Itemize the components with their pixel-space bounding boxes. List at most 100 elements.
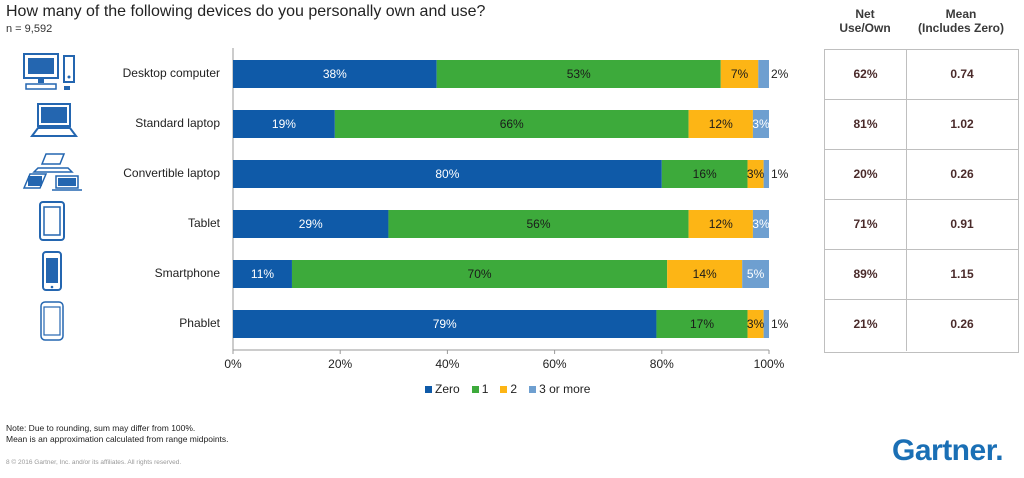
data-label: 3% (752, 117, 770, 131)
category-label: Convertible laptop (123, 166, 220, 180)
legend-item: Zero (425, 382, 460, 396)
legend-label: Zero (435, 382, 460, 396)
sample-size: n = 9,592 (6, 23, 53, 35)
legend-swatch (529, 385, 537, 393)
tablet-icon (20, 200, 90, 244)
legend-item: 1 (471, 382, 489, 396)
bar-segment-zero (233, 310, 657, 338)
footnote-mean: Mean is an approximation calculated from… (6, 434, 229, 444)
category-label: Smartphone (154, 266, 220, 280)
data-label: 53% (567, 67, 591, 81)
bar-segment-3-or-more (763, 160, 769, 188)
legend-label: 1 (481, 382, 489, 396)
bar-segment-1 (656, 310, 748, 338)
legend: Zero 1 2 3 or more (425, 382, 590, 396)
data-label: 70% (468, 267, 492, 281)
chart-title: How many of the following devices do you… (6, 3, 486, 20)
data-label: 3% (747, 167, 765, 181)
bar-segment-3-or-more (758, 60, 769, 88)
data-label: 38% (323, 67, 347, 81)
legend-label: 2 (510, 382, 518, 396)
data-label: 19% (272, 117, 296, 131)
bar-segment-1 (388, 210, 689, 238)
legend-swatch (500, 385, 508, 393)
x-tick-label: 40% (435, 357, 459, 371)
x-tick-label: 80% (650, 357, 674, 371)
mean-value: 1.15 (950, 267, 974, 281)
bar-segment-2 (667, 260, 743, 288)
net-use-own-value: 62% (853, 67, 878, 81)
copyright: 8 © 2016 Gartner, Inc. and/or its affili… (6, 459, 182, 466)
x-tick-label: 60% (543, 357, 567, 371)
table-row-divider (824, 199, 1018, 200)
bar-segment-2 (747, 160, 764, 188)
mean-value: 0.26 (950, 317, 974, 331)
bar-segment-zero (233, 60, 437, 88)
data-label: 66% (500, 117, 524, 131)
category-label: Standard laptop (135, 116, 220, 130)
bar-segment-zero (233, 210, 389, 238)
bar-segment-3-or-more (752, 110, 769, 138)
data-label: 12% (709, 117, 733, 131)
category-label: Tablet (187, 216, 220, 230)
table-row-divider (824, 99, 1018, 100)
bar-segment-2 (688, 110, 753, 138)
data-label: 11% (251, 267, 274, 281)
net-use-own-value: 21% (853, 317, 878, 331)
x-tick-label: 100% (754, 357, 785, 371)
data-label: 1% (771, 167, 789, 181)
phablet-icon (20, 300, 90, 344)
bar-segment-2 (688, 210, 753, 238)
table-row-divider (824, 149, 1018, 150)
bar-segment-3-or-more (742, 260, 769, 288)
data-label: 17% (690, 317, 714, 331)
data-label: 7% (731, 67, 749, 81)
bar-segment-1 (436, 60, 721, 88)
category-label: Phablet (179, 316, 220, 330)
bar-segment-1 (661, 160, 748, 188)
legend-swatch (471, 385, 479, 393)
bar-segment-2 (720, 60, 759, 88)
x-tick-label: 20% (328, 357, 352, 371)
net-use-own-value: 81% (853, 117, 878, 131)
laptop-icon (20, 100, 90, 144)
x-tick-label: 0% (224, 357, 242, 371)
data-label: 3% (752, 217, 770, 231)
mean-value: 0.91 (950, 217, 974, 231)
table-row-divider (824, 299, 1018, 300)
bar-segment-1 (291, 260, 668, 288)
net-use-own-header: Net Use/Own (839, 7, 891, 35)
bar-segment-1 (334, 110, 689, 138)
mean-value: 0.74 (950, 67, 974, 81)
bar-segment-2 (747, 310, 764, 338)
bar-segment-zero (233, 110, 335, 138)
convertible-laptop-icon (20, 150, 90, 194)
mean-header: Mean (Includes Zero) (917, 7, 1004, 35)
data-label: 80% (435, 167, 459, 181)
legend-item: 3 or more (529, 382, 590, 396)
data-label: 3% (747, 317, 765, 331)
category-label: Desktop computer (122, 66, 220, 80)
data-label: 29% (299, 217, 323, 231)
data-label: 5% (747, 267, 765, 281)
bar-segment-zero (233, 160, 662, 188)
data-label: 14% (693, 267, 717, 281)
smartphone-icon (20, 250, 90, 294)
legend-label: 3 or more (539, 382, 591, 396)
data-label: 1% (771, 317, 789, 331)
net-use-own-value: 20% (853, 167, 878, 181)
gartner-logo: Gartner. (892, 434, 1004, 467)
mean-value: 0.26 (950, 167, 974, 181)
data-label: 79% (433, 317, 457, 331)
data-label: 16% (693, 167, 717, 181)
legend-item: 2 (500, 382, 517, 396)
footnote: Note: Due to rounding, sum may differ fr… (6, 423, 229, 445)
data-label: 12% (709, 217, 733, 231)
mean-value: 1.02 (950, 117, 974, 131)
data-label: 2% (771, 67, 789, 81)
net-use-own-value: 71% (853, 217, 878, 231)
footnote-rounding: Note: Due to rounding, sum may differ fr… (6, 423, 196, 433)
summary-table (824, 49, 1019, 353)
net-use-own-value: 89% (853, 267, 878, 281)
